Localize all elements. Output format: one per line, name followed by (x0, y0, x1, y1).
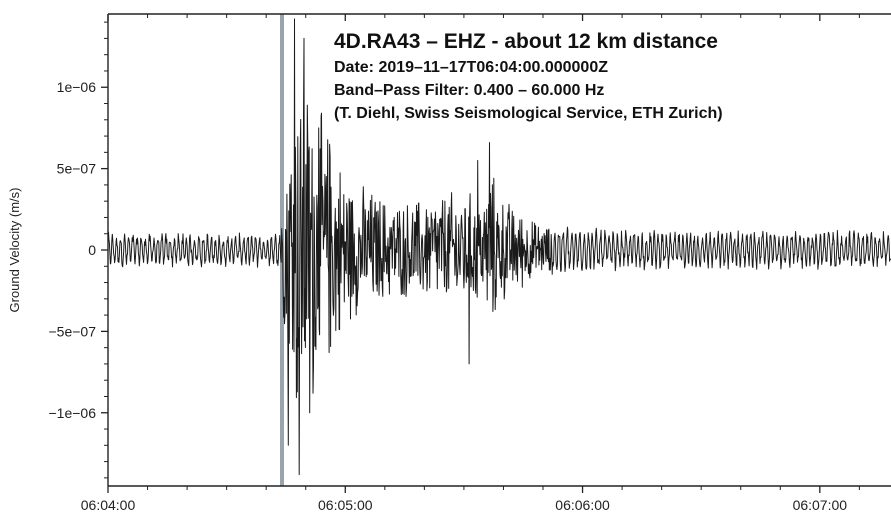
y-tick-label: −5e−07 (49, 323, 97, 339)
x-axis-ticks: 06:04:00 06:05:00 06:06:00 06:07:00 (81, 14, 860, 513)
y-tick-label: 1e−06 (57, 79, 97, 95)
annotation-credit: (T. Diehl, Swiss Seismological Service, … (334, 105, 723, 122)
annotation-date: Date: 2019–11–17T06:04:00.000000Z (334, 59, 608, 76)
annotation-block: 4D.RA43 – EHZ - about 12 km distance Dat… (334, 30, 723, 122)
x-tick-label: 06:04:00 (81, 497, 136, 513)
x-tick-label: 06:06:00 (555, 497, 610, 513)
x-tick-label: 06:07:00 (793, 497, 848, 513)
x-tick-label: 06:05:00 (318, 497, 373, 513)
series-group (108, 18, 891, 476)
y-tick-label: −1e−06 (49, 405, 97, 421)
annotation-title: 4D.RA43 – EHZ - about 12 km distance (334, 30, 718, 53)
y-axis-ticks: −1e−06 −5e−07 0 5e−07 1e−06 (49, 21, 108, 479)
y-tick-label: 0 (88, 242, 96, 258)
y-tick-label: 5e−07 (57, 161, 97, 177)
ground-velocity-trace (108, 18, 891, 476)
annotation-filter: Band–Pass Filter: 0.400 – 60.000 Hz (334, 82, 604, 99)
y-axis-label: Ground Velocity (m/s) (7, 188, 22, 313)
